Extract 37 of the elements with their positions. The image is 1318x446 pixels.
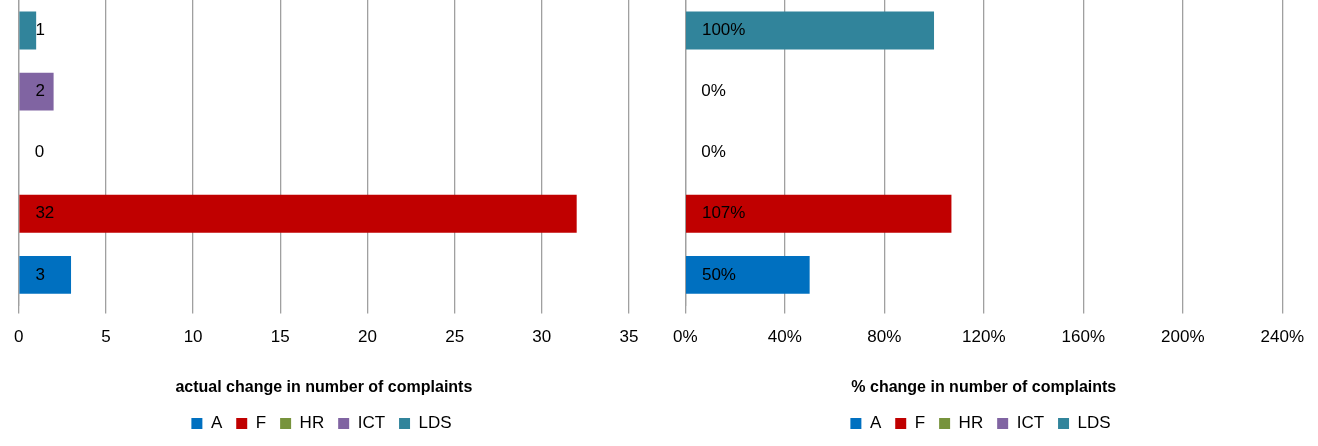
x-tick-label: 0%	[673, 327, 698, 347]
x-tick-label: 40%	[767, 327, 802, 347]
legend-label: HR	[299, 413, 325, 433]
legend-label: A	[210, 413, 223, 433]
data-label: 3	[35, 264, 45, 284]
x-tick-label: 20	[357, 327, 377, 347]
x-tick-label: 200%	[1161, 327, 1205, 347]
data-label: 107%	[701, 203, 746, 223]
x-tick-label: 5	[101, 327, 111, 347]
data-label: 1	[35, 20, 45, 40]
x-tick-label: 10	[183, 327, 203, 347]
x-tick-label: 25	[445, 327, 465, 347]
legend-label: F	[255, 413, 267, 433]
legend-label: LDS	[418, 413, 452, 433]
x-tick-label: 30	[532, 327, 552, 347]
x-tick-label: 0	[13, 327, 24, 347]
x-tick-label: 35	[619, 327, 639, 347]
legend-label: HR	[958, 413, 984, 433]
data-label: 2	[35, 81, 45, 101]
data-label: 100%	[701, 20, 746, 40]
data-label: 0%	[701, 81, 726, 101]
x-tick-label: 15	[270, 327, 290, 347]
legend-label: ICT	[1016, 413, 1045, 433]
legend-label: A	[869, 413, 882, 433]
legend-label: LDS	[1077, 413, 1111, 433]
data-label: 50%	[701, 264, 736, 284]
data-label: 32	[35, 203, 55, 223]
x-tick-label: 160%	[1061, 327, 1106, 347]
x-axis-title: actual change in number of complaints	[175, 377, 473, 395]
legend-label: ICT	[357, 413, 386, 433]
x-tick-label: 120%	[962, 327, 1006, 347]
data-label: 0	[34, 142, 45, 162]
x-tick-label: 240%	[1260, 327, 1304, 347]
x-tick-label: 80%	[867, 327, 902, 347]
x-axis-title: % change in number of complaints	[851, 377, 1117, 395]
legend-label: F	[914, 413, 926, 433]
data-label: 0%	[701, 142, 726, 162]
